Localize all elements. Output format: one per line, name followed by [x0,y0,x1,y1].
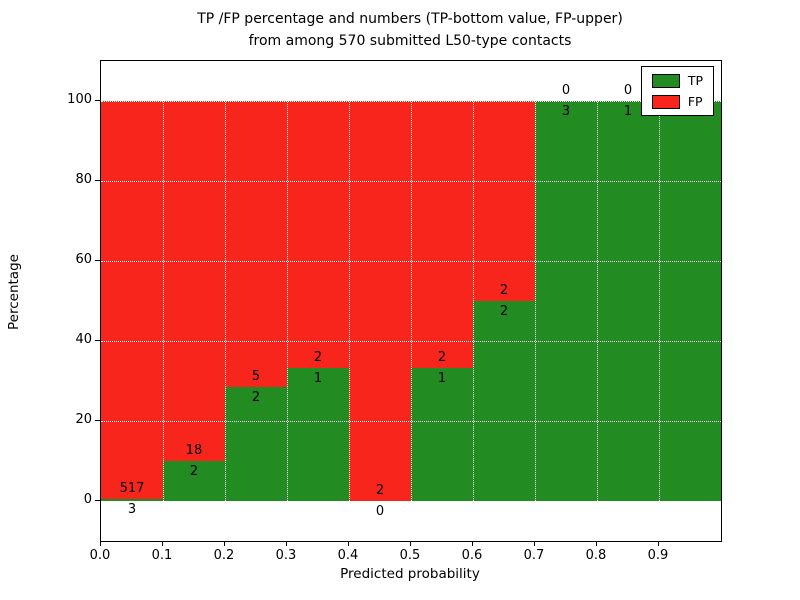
gridline-vertical [534,61,536,541]
y-axis-label: Percentage [6,254,22,330]
fp-count-label: 2 [313,349,323,365]
gridline-horizontal [101,500,721,502]
bar-segment-tp [101,498,163,501]
y-tick-mark [95,420,100,421]
legend-label-fp: FP [687,94,703,109]
y-tick-label: 0 [83,492,92,507]
fp-count-label: 0 [623,83,633,98]
fp-count-label: 2 [499,283,509,298]
x-tick-mark [100,541,101,546]
gridline-vertical [410,61,412,541]
x-tick-label: 0.8 [585,548,607,563]
x-tick-mark [348,541,349,546]
y-tick-label: 60 [75,252,92,267]
legend-item-fp: FP [651,94,703,109]
y-tick-mark [95,260,100,261]
tp-count-label: 0 [375,504,385,519]
chart-title-line2: from among 570 submitted L50-type contac… [248,33,572,49]
fp-count-label: 517 [119,480,145,496]
bar-segment-fp [225,101,287,387]
y-tick-mark [95,500,100,501]
bar-segment-fp [101,101,163,499]
bar-segment-fp [287,101,349,368]
x-tick-label: 0.4 [337,548,359,563]
x-tick-mark [658,541,659,546]
legend-swatch-tp [651,73,680,88]
legend-label-tp: TP [687,73,703,88]
bar-segment-tp [287,367,349,501]
y-tick-mark [95,340,100,341]
gridline-vertical [286,61,288,541]
gridline-vertical [596,61,598,541]
x-tick-mark [472,541,473,546]
chart-title: TP /FP percentage and numbers (TP-bottom… [10,8,800,52]
chart-title-line1: TP /FP percentage and numbers (TP-bottom… [197,11,623,27]
gridline-horizontal [101,260,721,262]
fp-count-label: 5 [251,368,261,384]
bar-segment-fp [411,101,473,368]
x-tick-label: 0.3 [275,548,297,563]
tp-count-label: 2 [251,389,261,405]
fp-count-label: 18 [185,443,203,458]
gridline-horizontal [101,420,721,422]
gridline-vertical [348,61,350,541]
tp-count-label: 2 [499,304,509,319]
bar-segment-tp [659,101,721,501]
gridline-horizontal [101,340,721,342]
tp-count-label: 3 [127,501,137,517]
y-tick-mark [95,100,100,101]
legend-swatch-fp [651,94,680,109]
bar-segment-fp [349,101,411,501]
y-tick-label: 40 [75,332,92,347]
gridline-vertical [162,61,164,541]
bar-segment-fp [473,101,535,301]
x-tick-label: 0.9 [647,548,669,563]
x-tick-label: 0.1 [151,548,173,563]
x-tick-mark [596,541,597,546]
y-tick-label: 20 [75,412,92,427]
bar-segment-tp [535,101,597,501]
x-tick-mark [534,541,535,546]
gridline-horizontal [101,100,721,102]
gridline-vertical [224,61,226,541]
y-tick-label: 100 [67,92,92,107]
y-tick-mark [95,180,100,181]
bar-segment-tp [473,301,535,501]
gridline-horizontal [101,180,721,182]
tp-count-label: 3 [561,104,571,119]
bar-segment-fp [163,101,225,461]
fp-count-label: 2 [437,349,447,365]
x-tick-label: 0.7 [523,548,545,563]
x-tick-mark [224,541,225,546]
legend: TP FP [640,66,714,116]
tp-count-label: 1 [437,370,447,386]
bar-segment-tp [597,101,659,501]
tp-count-label: 1 [623,104,633,119]
plot-area: 51731825221202122030107 [100,60,722,542]
gridline-vertical [658,61,660,541]
x-tick-label: 0.2 [213,548,235,563]
x-tick-label: 0.6 [461,548,483,563]
tp-count-label: 1 [313,370,323,386]
x-tick-mark [162,541,163,546]
x-tick-mark [286,541,287,546]
bar-segment-tp [163,461,225,501]
tp-count-label: 2 [189,464,199,479]
legend-item-tp: TP [651,73,703,88]
bar-segment-tp [411,367,473,501]
x-tick-label: 0.0 [89,548,111,563]
gridline-vertical [472,61,474,541]
fp-count-label: 0 [561,83,571,98]
x-tick-mark [410,541,411,546]
bar-segment-tp [225,386,287,501]
fp-count-label: 2 [375,483,385,498]
x-axis-label: Predicted probability [340,566,480,582]
x-tick-label: 0.5 [399,548,421,563]
y-tick-label: 80 [75,172,92,187]
